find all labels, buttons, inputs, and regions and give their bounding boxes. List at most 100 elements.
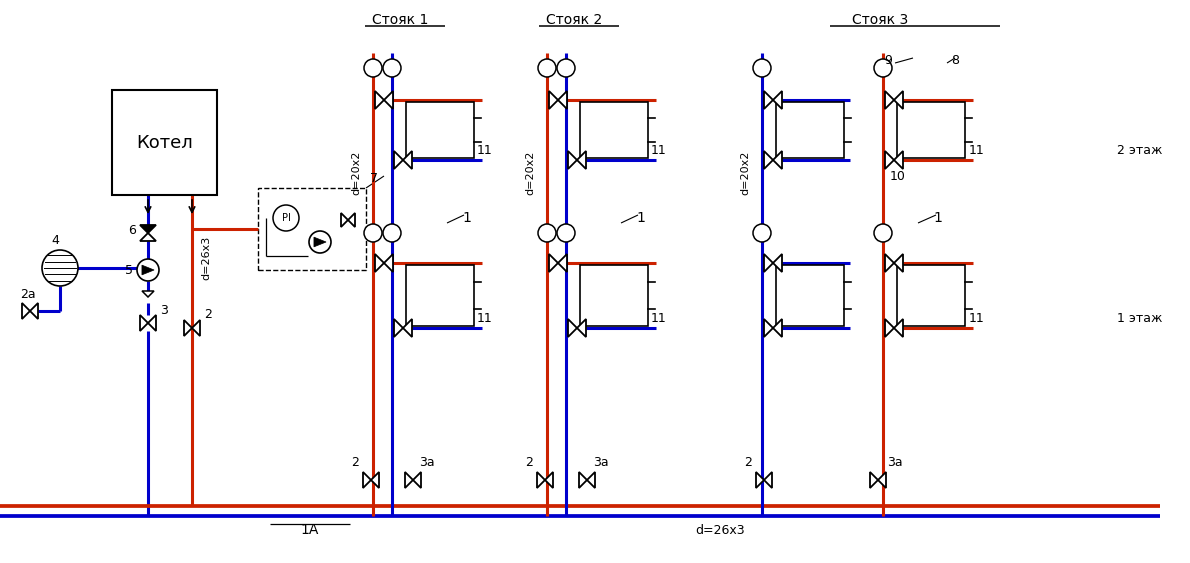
Polygon shape (756, 472, 764, 488)
Text: 4: 4 (51, 235, 60, 248)
Bar (897, 102, 965, 158)
Text: 7: 7 (370, 172, 378, 185)
Polygon shape (142, 291, 154, 297)
Text: 2 этаж: 2 этаж (1117, 144, 1163, 157)
Text: 3: 3 (161, 305, 168, 318)
Polygon shape (894, 319, 903, 337)
Polygon shape (764, 91, 774, 109)
Polygon shape (192, 320, 200, 336)
Bar (258, 188, 367, 270)
Bar (776, 265, 844, 326)
Polygon shape (577, 151, 585, 169)
Text: 2: 2 (744, 457, 752, 470)
Circle shape (42, 250, 79, 286)
Polygon shape (764, 319, 774, 337)
Bar (406, 265, 474, 326)
Polygon shape (549, 254, 558, 272)
Polygon shape (885, 151, 894, 169)
Text: d=26x3: d=26x3 (201, 236, 211, 280)
Polygon shape (140, 233, 156, 241)
Text: 9: 9 (884, 53, 892, 66)
Polygon shape (870, 472, 878, 488)
Polygon shape (413, 472, 421, 488)
Text: 2: 2 (525, 457, 533, 470)
Polygon shape (558, 91, 566, 109)
Polygon shape (363, 472, 371, 488)
Polygon shape (537, 472, 545, 488)
Text: 6: 6 (129, 225, 136, 238)
Polygon shape (394, 319, 403, 337)
Polygon shape (577, 319, 585, 337)
Text: Стояк 2: Стояк 2 (546, 13, 602, 27)
Polygon shape (568, 319, 577, 337)
Polygon shape (148, 315, 156, 331)
Polygon shape (142, 265, 154, 275)
Bar (897, 265, 965, 326)
Text: d=20x2: d=20x2 (525, 151, 536, 195)
Text: 11: 11 (969, 311, 985, 324)
Polygon shape (384, 91, 393, 109)
Text: 11: 11 (477, 311, 493, 324)
Text: 3а: 3а (593, 457, 609, 470)
Bar (112, 90, 217, 195)
Polygon shape (384, 254, 393, 272)
Polygon shape (403, 319, 412, 337)
Text: 11: 11 (651, 311, 666, 324)
Polygon shape (314, 237, 326, 247)
Text: d=26x3: d=26x3 (695, 524, 745, 537)
Text: 5: 5 (125, 263, 133, 276)
Polygon shape (568, 151, 577, 169)
Text: 11: 11 (477, 144, 493, 157)
Circle shape (538, 59, 556, 77)
Bar (580, 102, 649, 158)
Polygon shape (21, 303, 30, 319)
Polygon shape (371, 472, 378, 488)
Polygon shape (405, 472, 413, 488)
Polygon shape (885, 91, 894, 109)
Polygon shape (375, 254, 384, 272)
Polygon shape (184, 320, 192, 336)
Text: 11: 11 (969, 144, 985, 157)
Polygon shape (140, 225, 156, 233)
Text: 10: 10 (890, 169, 906, 182)
Polygon shape (885, 319, 894, 337)
Bar (776, 102, 844, 158)
Text: 2а: 2а (20, 288, 36, 301)
Text: 11: 11 (651, 144, 666, 157)
Text: 2: 2 (351, 457, 359, 470)
Text: 3а: 3а (888, 457, 903, 470)
Circle shape (383, 224, 401, 242)
Polygon shape (347, 213, 355, 227)
Polygon shape (764, 472, 772, 488)
Circle shape (364, 59, 382, 77)
Polygon shape (558, 254, 566, 272)
Text: Котел: Котел (136, 133, 193, 151)
Circle shape (383, 59, 401, 77)
Bar (580, 265, 649, 326)
Text: 8: 8 (951, 53, 959, 66)
Polygon shape (403, 151, 412, 169)
Polygon shape (885, 254, 894, 272)
Polygon shape (774, 254, 782, 272)
Circle shape (557, 59, 575, 77)
Circle shape (557, 224, 575, 242)
Polygon shape (878, 472, 887, 488)
Text: Стояк 1: Стояк 1 (371, 13, 428, 27)
Polygon shape (394, 151, 403, 169)
Polygon shape (545, 472, 553, 488)
Polygon shape (894, 254, 903, 272)
Text: d=20x2: d=20x2 (740, 151, 750, 195)
Polygon shape (764, 151, 774, 169)
Text: 1: 1 (934, 211, 942, 225)
Polygon shape (894, 91, 903, 109)
Text: 1А: 1А (301, 523, 319, 537)
Circle shape (873, 59, 892, 77)
Text: d=20x2: d=20x2 (351, 151, 361, 195)
Polygon shape (549, 91, 558, 109)
Text: 1 этаж: 1 этаж (1117, 311, 1163, 324)
Text: Стояк 3: Стояк 3 (852, 13, 908, 27)
Polygon shape (375, 91, 384, 109)
Polygon shape (580, 472, 587, 488)
Polygon shape (342, 213, 347, 227)
Polygon shape (774, 319, 782, 337)
